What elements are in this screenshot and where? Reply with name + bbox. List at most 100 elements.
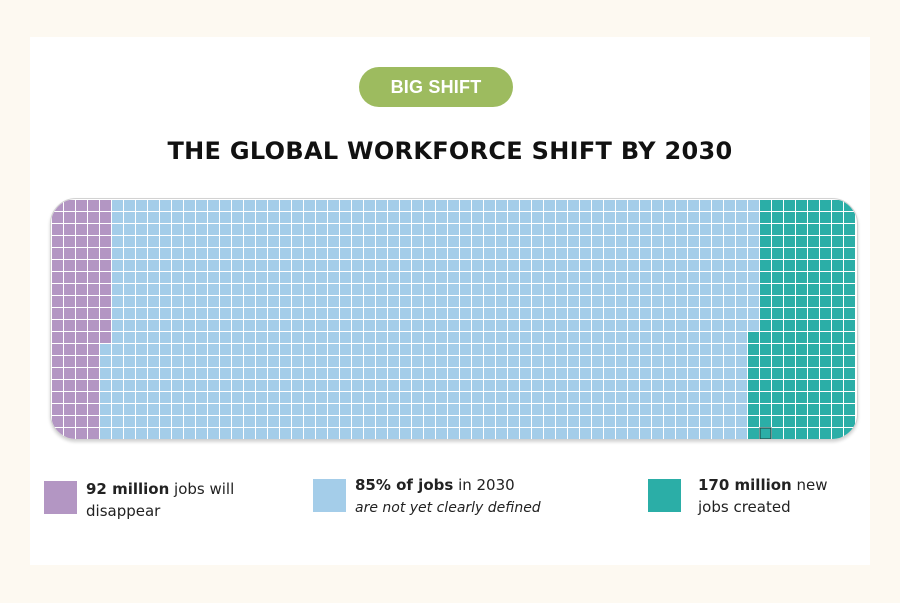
waffle-cell-disappear: [52, 224, 63, 235]
waffle-cell-undefined: [688, 332, 699, 343]
waffle-cell-undefined: [448, 392, 459, 403]
waffle-cell-undefined: [412, 356, 423, 367]
waffle-cell-undefined: [484, 308, 495, 319]
waffle-cell-undefined: [580, 224, 591, 235]
waffle-cell-undefined: [724, 404, 735, 415]
waffle-cell-undefined: [472, 260, 483, 271]
waffle-cell-undefined: [568, 296, 579, 307]
waffle-cell-undefined: [196, 356, 207, 367]
waffle-cell-undefined: [292, 380, 303, 391]
waffle-cell-undefined: [640, 236, 651, 247]
waffle-cell-undefined: [604, 260, 615, 271]
waffle-cell-undefined: [112, 332, 123, 343]
waffle-cell-undefined: [364, 224, 375, 235]
waffle-cell-undefined: [532, 344, 543, 355]
waffle-cell-undefined: [328, 296, 339, 307]
waffle-cell-undefined: [316, 404, 327, 415]
waffle-cell-undefined: [448, 428, 459, 439]
waffle-cell-undefined: [496, 248, 507, 259]
waffle-cell-undefined: [136, 320, 147, 331]
waffle-cell-created: [760, 224, 771, 235]
waffle-cell-undefined: [400, 332, 411, 343]
legend-line2-undefined: are not yet clearly defined: [355, 500, 541, 516]
waffle-cell-created: [808, 296, 819, 307]
waffle-cell-undefined: [616, 296, 627, 307]
waffle-cell-undefined: [304, 404, 315, 415]
waffle-cell-undefined: [520, 356, 531, 367]
waffle-cell-undefined: [244, 296, 255, 307]
waffle-cell-undefined: [148, 224, 159, 235]
waffle-cell-created: [796, 200, 807, 211]
waffle-cell-disappear: [52, 320, 63, 331]
waffle-cell-undefined: [688, 224, 699, 235]
waffle-cell-undefined: [304, 212, 315, 223]
waffle-cell-undefined: [292, 284, 303, 295]
waffle-cell-undefined: [196, 380, 207, 391]
waffle-cell-undefined: [568, 404, 579, 415]
waffle-cell-undefined: [652, 308, 663, 319]
waffle-cell-created: [796, 236, 807, 247]
waffle-cell-undefined: [280, 320, 291, 331]
waffle-cell-created: [796, 332, 807, 343]
waffle-cell-undefined: [304, 368, 315, 379]
waffle-cell-undefined: [736, 224, 747, 235]
waffle-cell-undefined: [520, 308, 531, 319]
waffle-cell-undefined: [244, 284, 255, 295]
waffle-cell-undefined: [472, 416, 483, 427]
waffle-cell-undefined: [676, 224, 687, 235]
waffle-cell-undefined: [148, 368, 159, 379]
waffle-cell-disappear: [52, 380, 63, 391]
waffle-cell-undefined: [472, 332, 483, 343]
waffle-cell-undefined: [748, 212, 759, 223]
waffle-cell-undefined: [220, 416, 231, 427]
waffle-cell-created: [784, 428, 795, 439]
waffle-cell-disappear: [52, 308, 63, 319]
waffle-cell-undefined: [280, 308, 291, 319]
waffle-cell-undefined: [208, 308, 219, 319]
waffle-cell-undefined: [556, 260, 567, 271]
waffle-cell-undefined: [604, 236, 615, 247]
waffle-cell-undefined: [520, 380, 531, 391]
waffle-cell-undefined: [136, 284, 147, 295]
waffle-cell-undefined: [112, 392, 123, 403]
waffle-cell-undefined: [304, 428, 315, 439]
waffle-cell-undefined: [364, 212, 375, 223]
waffle-cell-disappear: [52, 344, 63, 355]
waffle-cell-undefined: [700, 392, 711, 403]
waffle-cell-undefined: [568, 248, 579, 259]
waffle-cell-created: [844, 248, 855, 259]
waffle-cell-undefined: [712, 236, 723, 247]
waffle-cell-undefined: [628, 212, 639, 223]
waffle-cell-undefined: [700, 236, 711, 247]
waffle-cell-undefined: [700, 296, 711, 307]
waffle-cell-undefined: [112, 212, 123, 223]
waffle-cell-created: [808, 404, 819, 415]
waffle-cell-undefined: [616, 224, 627, 235]
waffle-cell-undefined: [664, 284, 675, 295]
waffle-cell-undefined: [640, 356, 651, 367]
waffle-cell-created: [784, 356, 795, 367]
waffle-cell-undefined: [544, 332, 555, 343]
waffle-cell-undefined: [484, 416, 495, 427]
waffle-cell-undefined: [292, 224, 303, 235]
waffle-cell-undefined: [688, 284, 699, 295]
waffle-cell-undefined: [532, 296, 543, 307]
waffle-cell-undefined: [424, 380, 435, 391]
waffle-cell-undefined: [544, 344, 555, 355]
waffle-cell-undefined: [412, 272, 423, 283]
waffle-cell-created: [808, 260, 819, 271]
waffle-cell-undefined: [148, 272, 159, 283]
waffle-cell-undefined: [724, 248, 735, 259]
legend-text-created: 170 million new jobs created: [698, 474, 828, 518]
waffle-cell-undefined: [748, 200, 759, 211]
waffle-cell-undefined: [316, 428, 327, 439]
waffle-cell-undefined: [508, 224, 519, 235]
waffle-cell-undefined: [568, 200, 579, 211]
waffle-cell-undefined: [460, 200, 471, 211]
legend-rest-undefined: in 2030: [453, 476, 515, 494]
waffle-cell-undefined: [688, 272, 699, 283]
waffle-cell-disappear: [76, 392, 87, 403]
waffle-cell-created: [796, 296, 807, 307]
waffle-cell-undefined: [688, 416, 699, 427]
waffle-cell-undefined: [352, 380, 363, 391]
